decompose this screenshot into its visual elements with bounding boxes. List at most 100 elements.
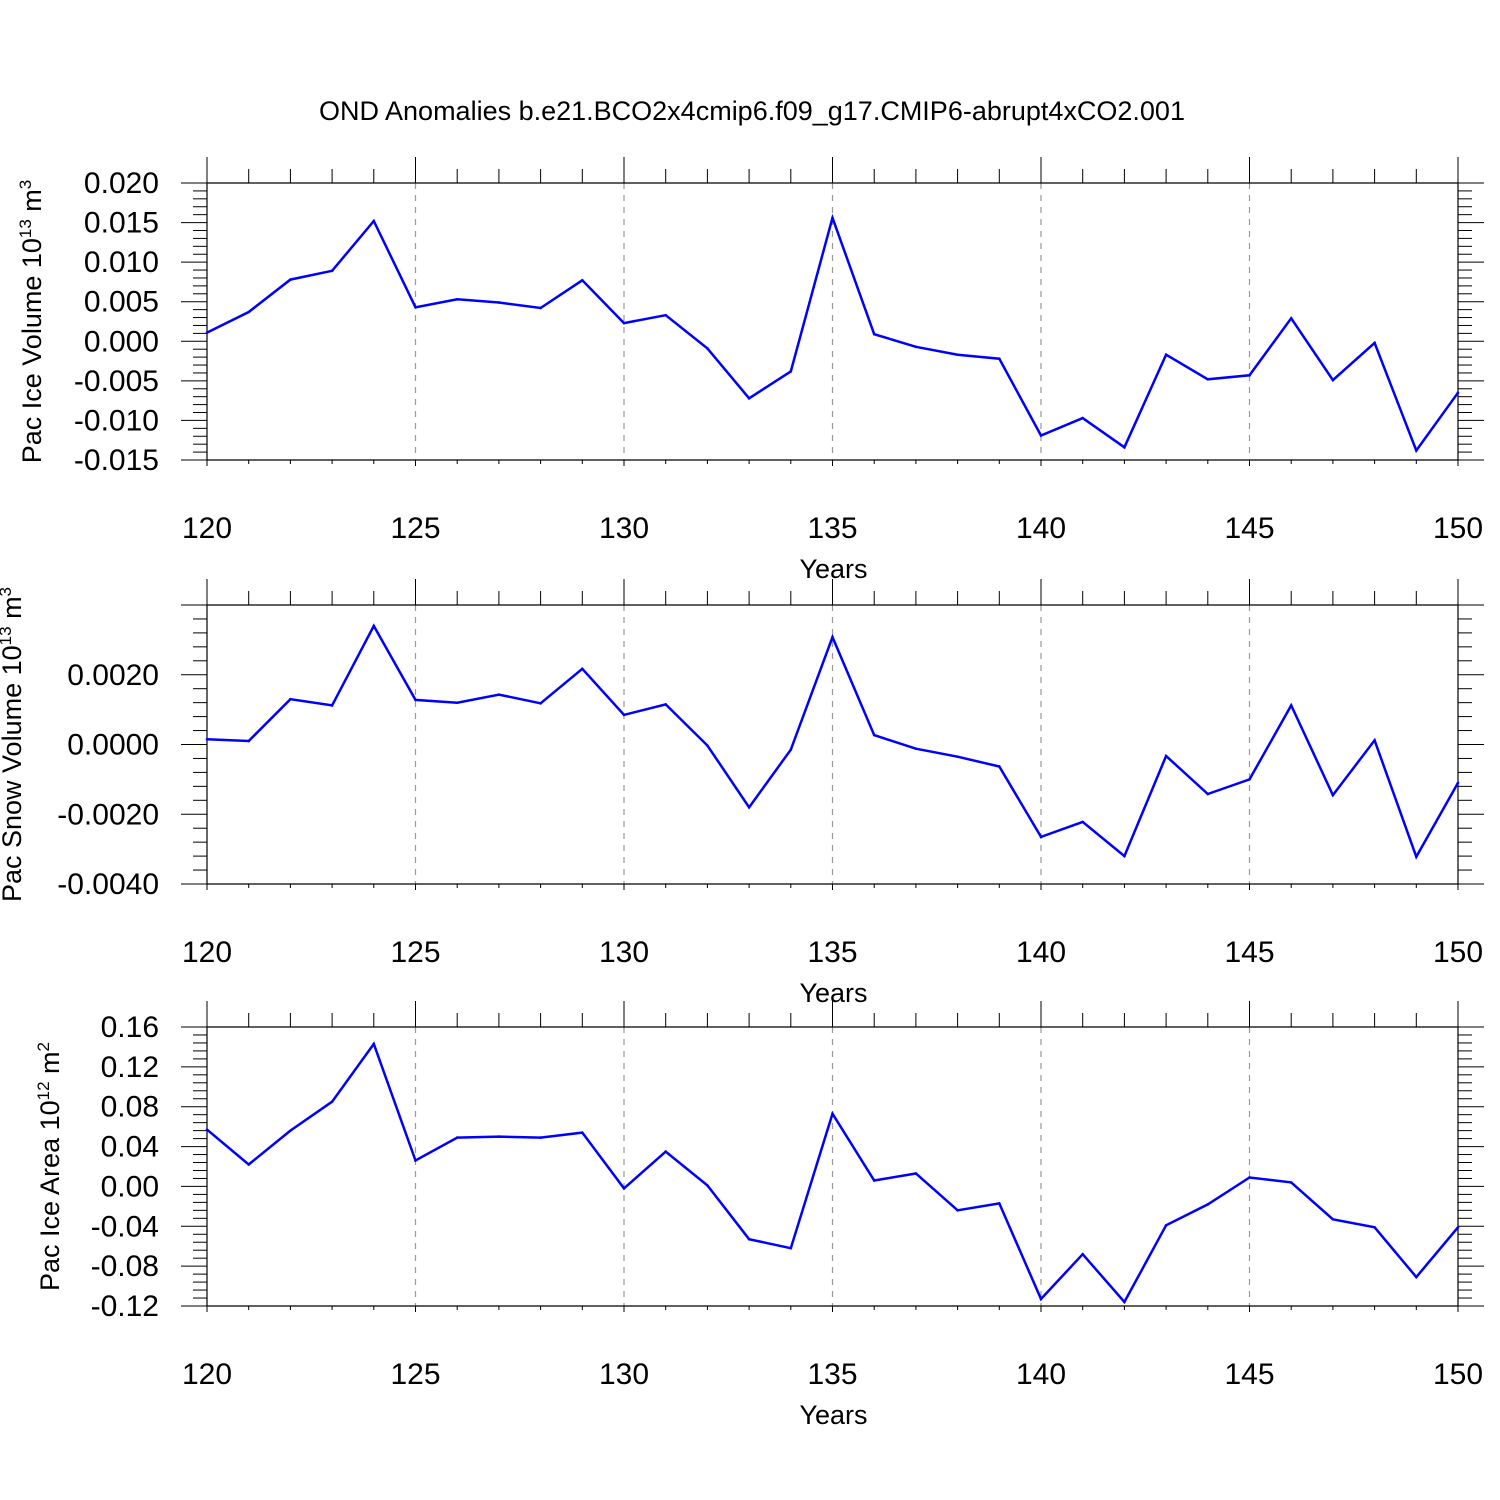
- data-point: [1164, 1223, 1168, 1227]
- xtick-label: 145: [1224, 512, 1274, 545]
- panels: 120 125 130 135 140 145 150 -0.015 -0.010 -0.005 0…: [0, 157, 1484, 1430]
- data-point: [1206, 377, 1210, 381]
- data-point: [1415, 855, 1418, 859]
- data-point: [747, 805, 751, 809]
- data-point: [747, 396, 751, 400]
- data-point: [1248, 778, 1251, 781]
- data-point: [956, 353, 959, 357]
- data-point: [372, 1042, 376, 1046]
- data-point: [872, 733, 876, 737]
- xtick-label: 120: [182, 512, 232, 545]
- data-point: [1123, 1300, 1126, 1304]
- data-point: [497, 1135, 501, 1138]
- x-axis-label: Years: [799, 1400, 867, 1430]
- ytick-label: -0.005: [74, 365, 159, 398]
- ytick-label: -0.08: [91, 1250, 159, 1283]
- data-point: [1456, 781, 1460, 785]
- data-point: [1206, 1203, 1210, 1206]
- y-axis-label: Pac Ice Area 1012 m2: [34, 1042, 65, 1291]
- data-point: [998, 765, 1001, 768]
- data-point: [998, 357, 1001, 360]
- data-point: [831, 635, 834, 639]
- xtick-label: 135: [807, 512, 857, 545]
- xtick-label: 125: [390, 1358, 440, 1391]
- data-point: [1081, 416, 1084, 420]
- xtick-label: 125: [390, 936, 440, 969]
- data-point: [289, 697, 292, 701]
- data-point: [664, 703, 667, 706]
- data-point: [1331, 378, 1335, 382]
- xtick-label: 150: [1433, 1358, 1483, 1391]
- ytick-label: -0.04: [91, 1210, 159, 1243]
- data-point: [914, 1172, 918, 1175]
- data-point: [1039, 434, 1043, 437]
- data-point: [289, 278, 292, 281]
- x-axis-label: Years: [799, 554, 867, 584]
- data-point: [455, 298, 459, 301]
- data-point: [1331, 793, 1335, 797]
- y-axis-label: Pac Ice Volume 1013 m3: [16, 180, 47, 464]
- data-point: [1039, 835, 1043, 839]
- data-point: [747, 1237, 751, 1241]
- xtick-label: 150: [1433, 936, 1483, 969]
- data-point: [539, 306, 542, 310]
- data-point: [622, 1187, 626, 1190]
- data-point: [1456, 1225, 1460, 1229]
- data-point: [414, 698, 417, 702]
- data-point: [414, 1159, 417, 1162]
- data-point: [706, 347, 709, 350]
- data-point: [789, 748, 793, 752]
- data-point: [1164, 754, 1168, 758]
- data-point: [914, 747, 918, 750]
- ytick-label: 0.005: [84, 286, 159, 319]
- data-point: [330, 269, 334, 273]
- data-point: [1373, 341, 1376, 345]
- xtick-label: 135: [807, 936, 857, 969]
- data-point: [831, 216, 834, 220]
- xtick-label: 140: [1016, 1358, 1066, 1391]
- data-point: [664, 1150, 667, 1153]
- data-point: [956, 755, 959, 759]
- data-point: [664, 313, 667, 317]
- data-point: [706, 744, 709, 747]
- data-point: [1289, 704, 1293, 707]
- xtick-label: 145: [1224, 936, 1274, 969]
- data-point: [1206, 792, 1210, 796]
- data-point: [998, 1202, 1001, 1205]
- data-point: [372, 624, 376, 628]
- xtick-label: 150: [1433, 512, 1483, 545]
- data-point: [247, 739, 250, 743]
- data-point: [414, 305, 417, 309]
- y-axis-label: Pac Snow Volume 1013 m3: [0, 587, 27, 902]
- data-point: [914, 345, 918, 349]
- data-point: [1415, 1275, 1418, 1279]
- data-point: [1415, 449, 1418, 452]
- data-point: [497, 301, 501, 304]
- ytick-label: -0.0020: [57, 798, 159, 831]
- ytick-label: 0.08: [101, 1091, 159, 1124]
- data-point: [247, 1163, 250, 1166]
- data-point: [205, 1128, 209, 1131]
- ytick-label: -0.015: [74, 444, 159, 477]
- data-point: [1081, 1252, 1084, 1256]
- ytick-label: 0.04: [101, 1131, 159, 1164]
- data-point: [1331, 1218, 1335, 1221]
- ytick-label: 0.00: [101, 1170, 159, 1203]
- data-point: [1373, 1225, 1376, 1229]
- data-point: [1248, 1176, 1251, 1179]
- data-point: [372, 219, 376, 223]
- data-point: [1289, 1181, 1293, 1184]
- xtick-label: 120: [182, 1358, 232, 1391]
- data-point: [455, 1136, 459, 1139]
- data-point: [956, 1209, 959, 1212]
- ytick-label: 0.0020: [67, 659, 159, 692]
- x-axis-label: Years: [799, 978, 867, 1008]
- ytick-label: 0.020: [84, 167, 159, 200]
- xtick-label: 130: [599, 936, 649, 969]
- data-point: [581, 279, 584, 282]
- panel-3: 120 125 130 135 140 145 150 -0.12 -0.08 -0.04 0.00…: [34, 1001, 1484, 1430]
- data-point: [831, 1112, 834, 1115]
- data-point: [1289, 317, 1293, 320]
- data-point: [330, 704, 334, 707]
